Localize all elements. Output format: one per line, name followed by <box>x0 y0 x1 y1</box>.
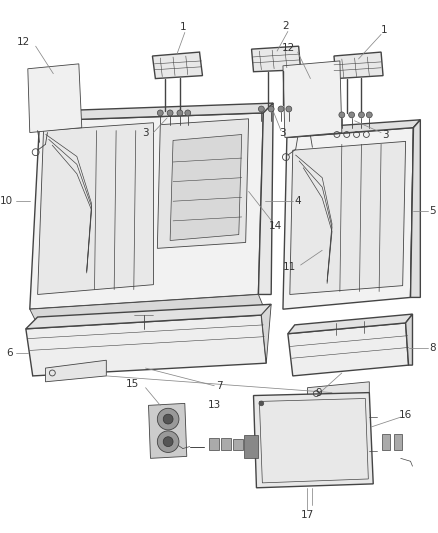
Text: 2: 2 <box>283 21 289 30</box>
Polygon shape <box>410 120 420 297</box>
Polygon shape <box>251 46 300 72</box>
Polygon shape <box>410 120 420 297</box>
Polygon shape <box>258 103 273 294</box>
Text: 15: 15 <box>125 379 139 389</box>
Circle shape <box>366 112 372 118</box>
Circle shape <box>258 106 264 112</box>
Text: 11: 11 <box>283 262 296 272</box>
Text: 5: 5 <box>429 206 435 216</box>
Circle shape <box>177 110 183 116</box>
Polygon shape <box>30 113 263 309</box>
Polygon shape <box>209 438 219 449</box>
Circle shape <box>349 112 355 118</box>
Text: 6: 6 <box>7 349 13 358</box>
Polygon shape <box>46 360 106 382</box>
Polygon shape <box>382 434 390 449</box>
Polygon shape <box>221 438 231 449</box>
Polygon shape <box>28 64 82 133</box>
Polygon shape <box>26 315 266 376</box>
Polygon shape <box>30 294 265 325</box>
Polygon shape <box>290 141 406 294</box>
Text: 3: 3 <box>381 130 389 140</box>
Text: 1: 1 <box>180 21 186 31</box>
Circle shape <box>185 110 191 116</box>
Polygon shape <box>283 127 413 309</box>
Text: 14: 14 <box>268 221 282 231</box>
Circle shape <box>359 112 364 118</box>
Polygon shape <box>244 435 258 458</box>
Polygon shape <box>233 439 243 450</box>
Polygon shape <box>38 123 153 294</box>
Polygon shape <box>307 382 369 402</box>
Circle shape <box>157 431 179 453</box>
Polygon shape <box>406 314 413 365</box>
Text: 3: 3 <box>279 127 286 138</box>
Polygon shape <box>254 393 373 488</box>
Text: 10: 10 <box>0 196 13 206</box>
Polygon shape <box>394 434 402 449</box>
Polygon shape <box>39 103 273 121</box>
Polygon shape <box>287 120 420 138</box>
Circle shape <box>167 110 173 116</box>
Polygon shape <box>288 323 409 376</box>
Text: 9: 9 <box>315 387 321 398</box>
Circle shape <box>163 437 173 447</box>
Circle shape <box>157 408 179 430</box>
Circle shape <box>157 110 163 116</box>
Text: 7: 7 <box>216 381 223 391</box>
Polygon shape <box>261 304 271 363</box>
Polygon shape <box>157 119 249 248</box>
Polygon shape <box>170 134 242 240</box>
Text: 12: 12 <box>17 37 30 47</box>
Polygon shape <box>288 314 413 334</box>
Text: 16: 16 <box>399 410 412 420</box>
Text: 17: 17 <box>301 510 314 520</box>
Polygon shape <box>152 52 202 78</box>
Text: 4: 4 <box>294 196 301 206</box>
Text: 3: 3 <box>142 127 149 138</box>
Text: 13: 13 <box>208 400 221 410</box>
Circle shape <box>339 112 345 118</box>
Text: 1: 1 <box>381 26 387 36</box>
Circle shape <box>259 401 264 406</box>
Polygon shape <box>334 52 383 78</box>
Polygon shape <box>26 304 271 329</box>
Circle shape <box>278 106 284 112</box>
Text: 12: 12 <box>282 43 295 53</box>
Circle shape <box>163 414 173 424</box>
Circle shape <box>268 106 274 112</box>
Text: 8: 8 <box>429 343 435 353</box>
Polygon shape <box>148 403 187 458</box>
Circle shape <box>286 106 292 112</box>
Polygon shape <box>283 61 342 138</box>
